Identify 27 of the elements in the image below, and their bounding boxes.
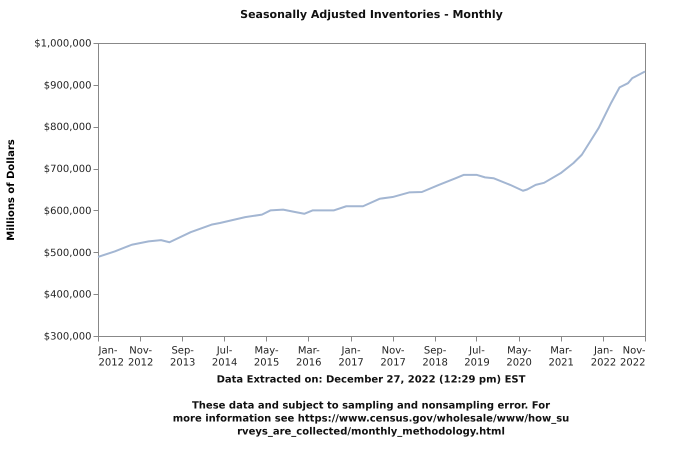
y-tick-label: $900,000 [44,80,92,92]
y-tick-label: $1,000,000 [34,38,92,50]
x-tick-label: May-2020 [506,346,532,368]
chart-title: Seasonally Adjusted Inventories - Monthly [240,8,503,21]
x-tick-label: Nov-2012 [128,346,154,368]
x-tick-label: Nov-2017 [380,346,406,368]
x-tick-label: Mar-2021 [548,346,574,368]
x-tick-label: Jul-2019 [464,346,490,368]
x-tick-label: Jul-2014 [212,346,238,368]
y-tick-label: $400,000 [44,290,92,301]
y-tick-label: $700,000 [44,164,92,176]
x-tick-label: Nov-2022 [620,346,646,368]
x-tick-label: Jan-2022 [590,346,616,368]
text: These data and subject to sampling and nonsampling error. For more information see https://www.census.gov/wholesale/www/how_surveys_are_collected/monthly_methodology.html [172,400,570,438]
x-tick-label: May-2015 [254,346,280,368]
y-tick-label: $600,000 [44,206,92,217]
line-series [97,70,646,258]
x-tick-label: Sep-2013 [170,346,196,368]
text: Data Extracted on: December 27, 2022 (12:29 pm) EST [216,374,526,386]
x-tick-label: Sep-2018 [422,346,448,368]
x-tick-label: Mar-2016 [296,346,322,368]
y-axis-title: Millions of Dollars [6,139,18,241]
x-tick-label: Jan-2012 [98,346,124,368]
y-tick-label: $300,000 [44,332,92,342]
x-tick-label: Jan-2017 [338,346,364,368]
y-tick-label: $500,000 [44,248,92,259]
y-tick-label: $800,000 [44,122,92,134]
